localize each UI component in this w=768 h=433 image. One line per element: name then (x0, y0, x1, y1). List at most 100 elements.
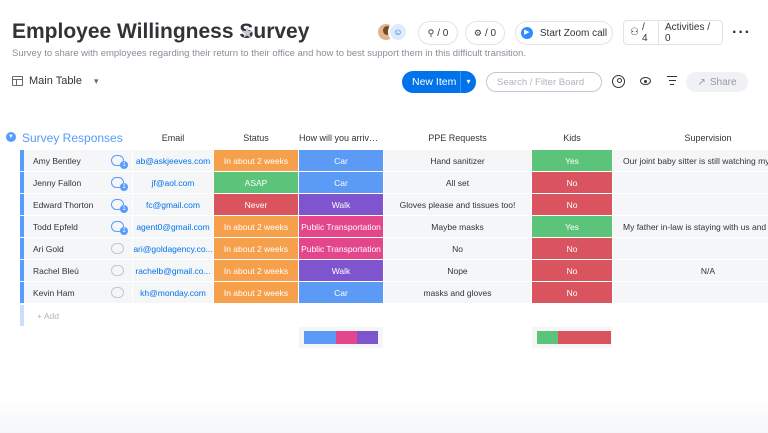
board-title[interactable]: Employee Willingness Survey (12, 20, 310, 43)
supervision-cell[interactable] (613, 194, 768, 215)
kids-cell[interactable]: No (532, 172, 612, 193)
status-cell[interactable]: In about 2 weeks (214, 150, 298, 171)
mentions-button[interactable]: ⚲ / 0 (418, 21, 458, 45)
column-header-ppe[interactable]: PPE Requests (428, 133, 487, 143)
new-item-button[interactable]: New Item ▾ (402, 71, 476, 93)
kids-cell[interactable]: Yes (532, 216, 612, 237)
column-header-kids[interactable]: Kids (563, 133, 581, 143)
table-row[interactable]: Amy Bentley 1 ab@askjeeves.com In about 2 w… (20, 150, 768, 171)
activities-button[interactable]: Activities / 0 (659, 21, 722, 44)
updates-button[interactable]: 1 (103, 216, 132, 237)
board-description[interactable]: Survey to share with employees regarding… (12, 48, 526, 59)
arrive-cell[interactable]: Walk (299, 194, 383, 215)
status-cell[interactable]: Never (214, 194, 298, 215)
chat-bubble-icon: 1 (111, 199, 128, 213)
kids-cell[interactable]: No (532, 194, 612, 215)
chat-bubble-icon (111, 243, 124, 254)
status-cell[interactable]: In about 2 weeks (214, 282, 298, 303)
item-name[interactable]: Todd Epfeld (20, 216, 132, 237)
arrive-cell[interactable]: Public Transportation (299, 216, 383, 237)
arrive-cell[interactable]: Public Transportation (299, 238, 383, 259)
item-name[interactable]: Kevin Ham (20, 282, 132, 303)
email-cell[interactable]: ari@goldagency.co... (133, 238, 213, 259)
updates-button[interactable]: 1 (103, 172, 132, 193)
table-row[interactable]: Kevin Ham kh@monday.com In about 2 weeks Ca… (20, 282, 768, 303)
ppe-cell[interactable]: Hand sanitizer (384, 150, 531, 171)
updates-button[interactable]: 1 (103, 150, 132, 171)
add-item-label: + Add (37, 311, 59, 321)
updates-button[interactable] (103, 282, 132, 303)
table-row[interactable]: Edward Thorton 1 fc@gmail.com Never Walk Glov… (20, 194, 768, 215)
view-selector[interactable]: Main Table ▾ (12, 75, 99, 87)
item-name[interactable]: Rachel Bleú (20, 260, 132, 281)
item-name[interactable]: Amy Bentley (20, 150, 132, 171)
updates-button[interactable] (103, 260, 132, 281)
column-header-arrive[interactable]: How will you arrive t... (299, 133, 383, 143)
ppe-cell[interactable]: Maybe masks (384, 216, 531, 237)
person-filter-icon[interactable] (612, 75, 625, 88)
email-cell[interactable]: rachelb@gmail.co... (133, 260, 213, 281)
supervision-cell[interactable] (613, 282, 768, 303)
updates-button[interactable] (103, 238, 132, 259)
kids-cell[interactable]: No (532, 282, 612, 303)
status-cell[interactable]: In about 2 weeks (214, 260, 298, 281)
table-row[interactable]: Rachel Bleú rachelb@gmail.co... In about 2… (20, 260, 768, 281)
supervision-cell[interactable]: Our joint baby sitter is still watching … (613, 150, 768, 171)
arrive-cell[interactable]: Car (299, 150, 383, 171)
status-cell[interactable]: In about 2 weeks (214, 216, 298, 237)
supervision-cell[interactable] (613, 172, 768, 193)
email-cell[interactable]: ab@askjeeves.com (133, 150, 213, 171)
chevron-down-icon[interactable]: ▾ (94, 75, 99, 86)
group-title[interactable]: Survey Responses (22, 131, 123, 145)
email-cell[interactable]: jf@aol.com (133, 172, 213, 193)
ppe-cell[interactable]: Nope (384, 260, 531, 281)
supervision-cell[interactable]: N/A (613, 260, 768, 281)
supervision-cell[interactable]: My father in-law is staying with us and … (613, 216, 768, 237)
group-collapse-icon[interactable]: ▼ (6, 132, 16, 142)
item-name[interactable]: Edward Thorton (20, 194, 132, 215)
table-icon (12, 76, 23, 86)
share-button[interactable]: ↗ Share (686, 72, 748, 92)
kids-cell[interactable]: No (532, 238, 612, 259)
item-name[interactable]: Ari Gold (20, 238, 132, 259)
members-button[interactable]: ⚇ / 4 (624, 21, 658, 44)
more-options-icon[interactable]: ··· (732, 24, 751, 41)
ppe-cell[interactable]: Gloves please and tissues too! (384, 194, 531, 215)
arrive-cell[interactable]: Walk (299, 260, 383, 281)
summary-segment (335, 331, 358, 344)
arrive-cell[interactable]: Car (299, 172, 383, 193)
new-item-label: New Item (412, 76, 457, 88)
summary-segment (537, 331, 559, 344)
column-header-email[interactable]: Email (161, 133, 185, 143)
item-name[interactable]: Jenny Fallon (20, 172, 132, 193)
table-row[interactable]: Todd Epfeld 1 agent0@gmail.com In about 2 w… (20, 216, 768, 237)
ppe-cell[interactable]: All set (384, 172, 531, 193)
ppe-cell[interactable]: No (384, 238, 531, 259)
search-input[interactable] (486, 72, 602, 92)
arrive-cell[interactable]: Car (299, 282, 383, 303)
email-cell[interactable]: fc@gmail.com (133, 194, 213, 215)
email-cell[interactable]: kh@monday.com (133, 282, 213, 303)
board-members-avatars[interactable]: ☺ (376, 22, 410, 44)
eye-icon[interactable] (640, 77, 651, 85)
star-icon[interactable]: ★ (240, 25, 255, 42)
column-header-status[interactable]: Status (243, 133, 269, 143)
supervision-cell[interactable] (613, 238, 768, 259)
new-item-dropdown-icon[interactable]: ▾ (460, 71, 476, 93)
kids-cell[interactable]: Yes (532, 150, 612, 171)
summary-segment (304, 331, 336, 344)
add-item-row[interactable]: + Add (20, 305, 768, 326)
arrive-summary-bar (304, 331, 378, 344)
email-cell[interactable]: agent0@gmail.com (133, 216, 213, 237)
start-zoom-call-button[interactable]: ▶ Start Zoom call (515, 21, 613, 45)
status-cell[interactable]: ASAP (214, 172, 298, 193)
integrations-button[interactable]: ⚙ / 0 (465, 21, 505, 45)
status-cell[interactable]: In about 2 weeks (214, 238, 298, 259)
ppe-cell[interactable]: masks and gloves (384, 282, 531, 303)
filter-icon[interactable] (667, 76, 677, 87)
table-row[interactable]: Jenny Fallon 1 jf@aol.com ASAP Car All set No (20, 172, 768, 193)
table-row[interactable]: Ari Gold ari@goldagency.co... In about 2 w… (20, 238, 768, 259)
kids-cell[interactable]: No (532, 260, 612, 281)
column-header-supervision[interactable]: Supervision (684, 133, 732, 143)
updates-button[interactable]: 1 (103, 194, 132, 215)
